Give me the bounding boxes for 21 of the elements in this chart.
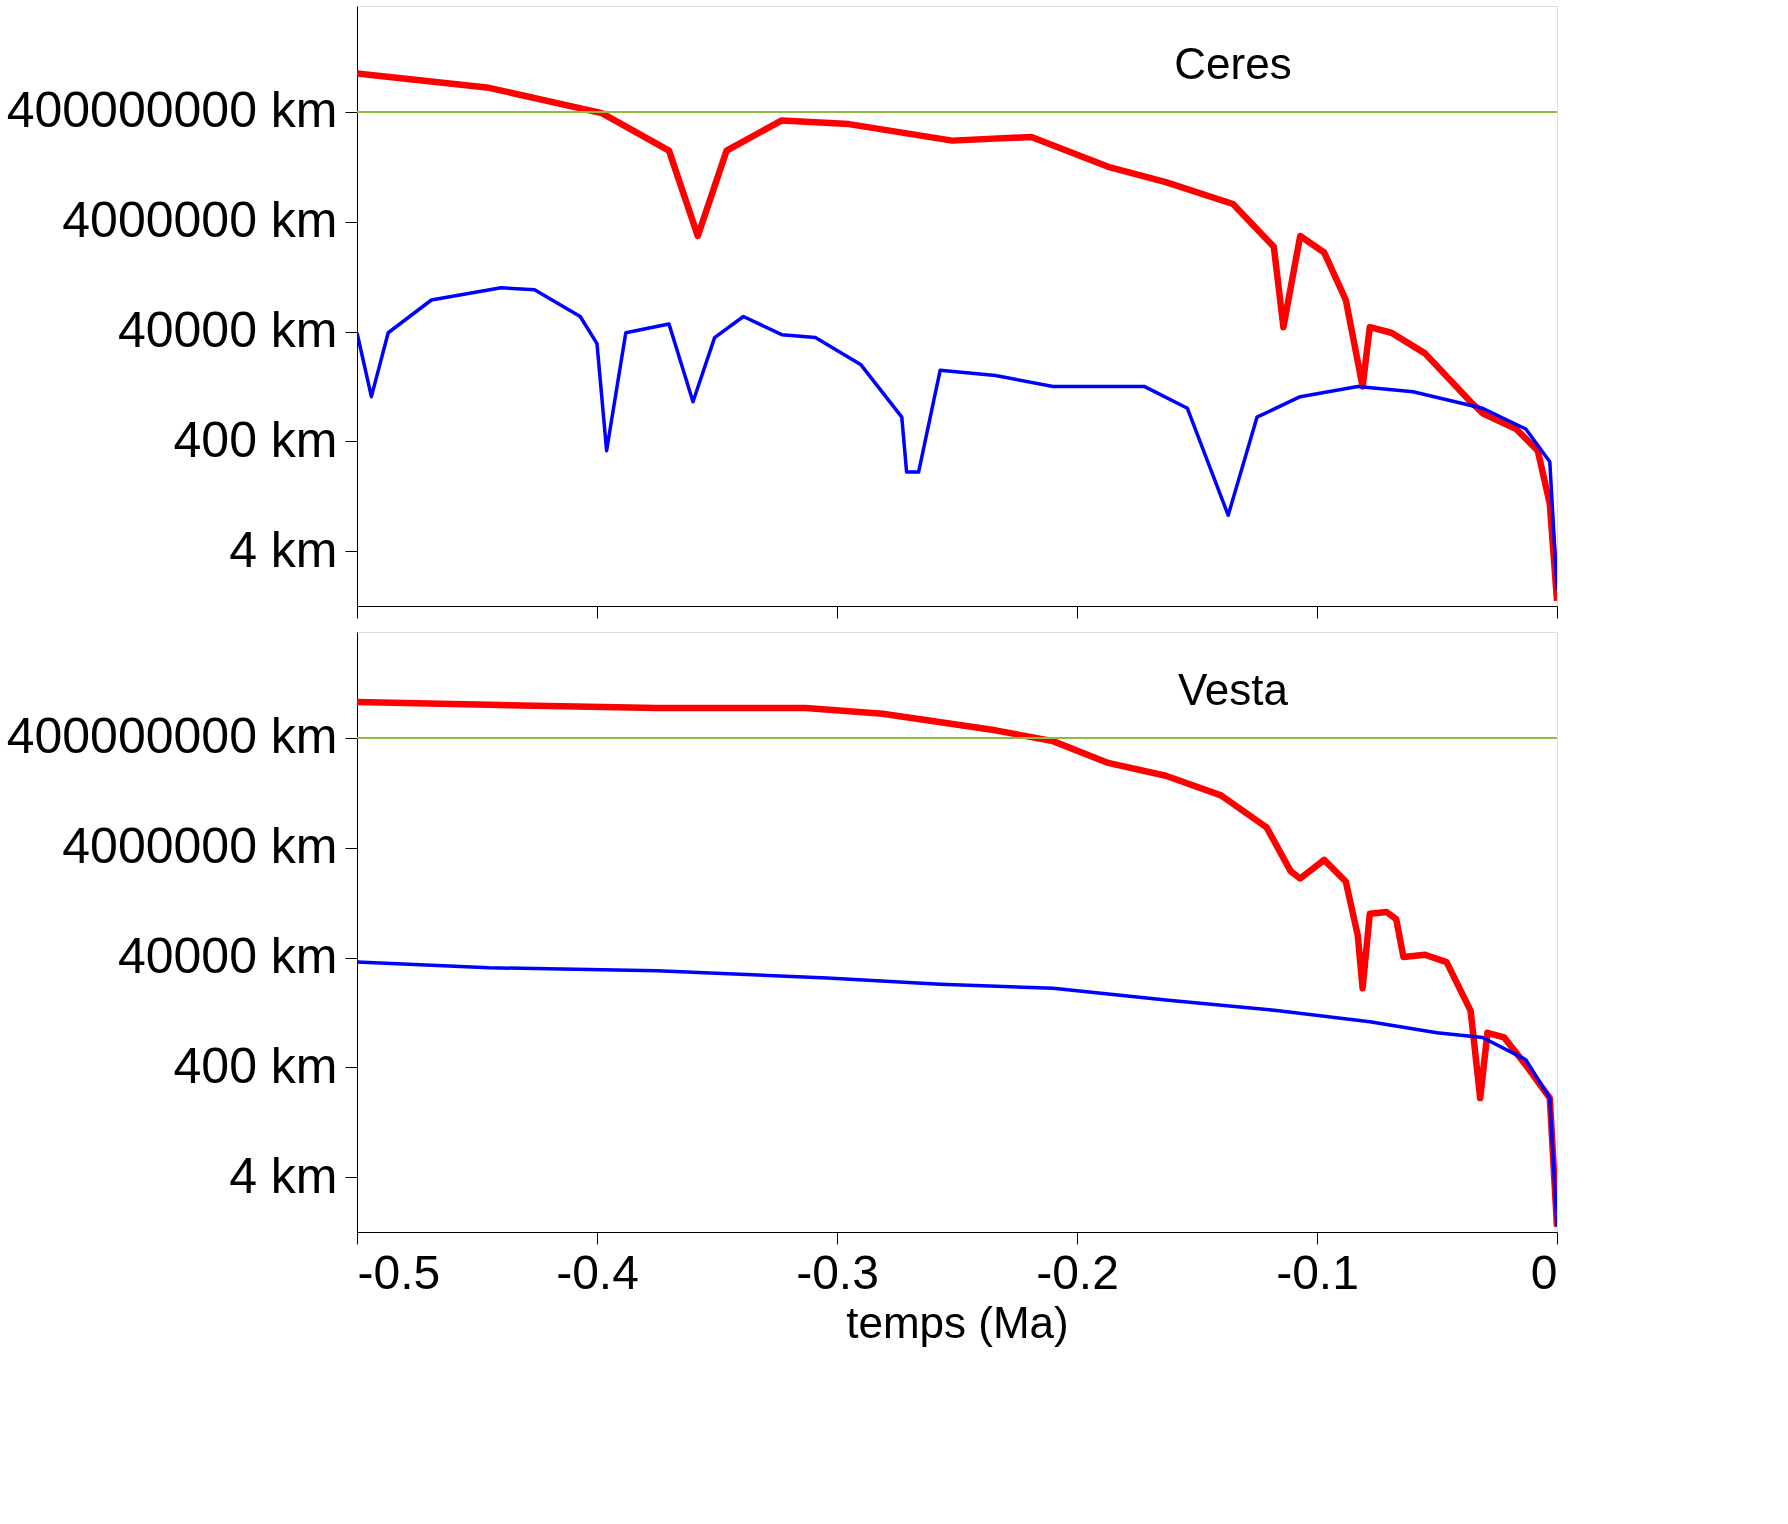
line-series bbox=[357, 960, 1557, 1229]
x-tick-label: -0.1 bbox=[1276, 1245, 1359, 1299]
x-tick-label: -0.2 bbox=[1036, 1245, 1119, 1299]
y-tick-label: 400 km bbox=[173, 1037, 338, 1094]
y-tick-label: 40000 km bbox=[117, 302, 338, 359]
x-tick-label: -0.4 bbox=[556, 1245, 639, 1299]
y-tick-label: 4 km bbox=[229, 1147, 338, 1204]
x-tick-label: -0.3 bbox=[796, 1245, 879, 1299]
y-tick-label: 400 km bbox=[173, 411, 338, 468]
x-tick-label: -0.5 bbox=[357, 1245, 441, 1299]
x-tick-label: 0 bbox=[1530, 1245, 1558, 1299]
y-tick-label: 4 km bbox=[229, 521, 338, 578]
y-tick-label: 40000 km bbox=[117, 928, 338, 985]
y-tick-label: 4000000 km bbox=[62, 192, 338, 249]
y-tick-label: 400000000 km bbox=[6, 82, 338, 139]
x-axis-title: temps (Ma) bbox=[846, 1297, 1069, 1347]
line-series bbox=[357, 286, 1557, 592]
y-tick-label: 4000000 km bbox=[62, 818, 338, 875]
y-tick-label: 400000000 km bbox=[6, 708, 338, 765]
annotation: Vesta bbox=[1177, 665, 1289, 714]
annotation: Ceres bbox=[1174, 39, 1292, 88]
